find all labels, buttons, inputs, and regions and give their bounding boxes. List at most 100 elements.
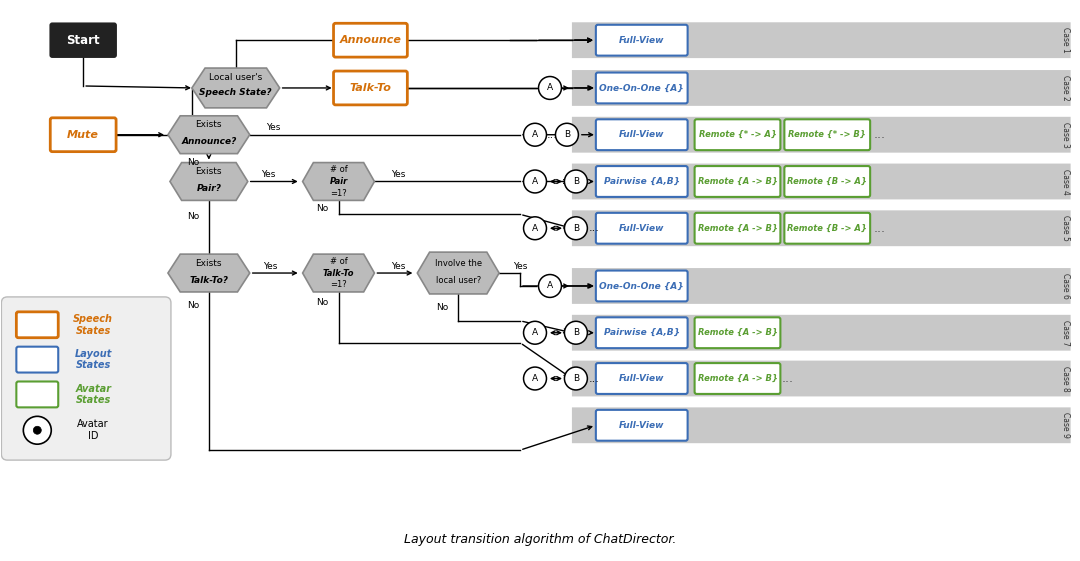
Text: Layout transition algorithm of ChatDirector.: Layout transition algorithm of ChatDirec… <box>404 533 676 546</box>
Text: ...: ... <box>589 223 599 233</box>
Text: Remote {* -> B}: Remote {* -> B} <box>788 130 866 139</box>
FancyBboxPatch shape <box>16 347 58 373</box>
Text: Remote {A -> B}: Remote {A -> B} <box>698 224 778 233</box>
Circle shape <box>565 321 588 344</box>
Text: Case 9: Case 9 <box>1062 412 1070 438</box>
Text: Case 8: Case 8 <box>1062 366 1070 392</box>
FancyBboxPatch shape <box>694 363 781 394</box>
FancyBboxPatch shape <box>572 70 1070 106</box>
Text: Local user's: Local user's <box>210 72 262 81</box>
Polygon shape <box>417 252 499 294</box>
FancyBboxPatch shape <box>572 117 1070 153</box>
Text: Case 7: Case 7 <box>1062 320 1070 346</box>
FancyBboxPatch shape <box>596 166 688 197</box>
Polygon shape <box>302 254 375 292</box>
Text: No: No <box>187 212 199 221</box>
Text: Yes: Yes <box>267 123 281 132</box>
FancyBboxPatch shape <box>694 213 781 243</box>
Circle shape <box>24 416 51 444</box>
FancyBboxPatch shape <box>51 118 116 151</box>
Text: A: A <box>532 130 538 139</box>
FancyBboxPatch shape <box>334 23 407 57</box>
Text: Announce?: Announce? <box>181 137 237 146</box>
FancyBboxPatch shape <box>51 23 116 57</box>
Polygon shape <box>192 68 280 108</box>
Circle shape <box>565 170 588 193</box>
FancyBboxPatch shape <box>572 22 1070 58</box>
Text: No: No <box>187 301 199 310</box>
Text: Pairwise {A,B}: Pairwise {A,B} <box>604 177 679 186</box>
FancyBboxPatch shape <box>16 312 58 338</box>
FancyBboxPatch shape <box>596 270 688 301</box>
Text: One-On-One {A}: One-On-One {A} <box>599 282 684 291</box>
FancyBboxPatch shape <box>784 213 870 243</box>
Text: Talk-To: Talk-To <box>350 83 391 93</box>
FancyBboxPatch shape <box>572 407 1070 443</box>
FancyBboxPatch shape <box>572 210 1070 246</box>
FancyBboxPatch shape <box>596 72 688 103</box>
Text: B: B <box>572 177 579 186</box>
Circle shape <box>539 274 562 297</box>
Text: Yes: Yes <box>391 170 406 179</box>
FancyBboxPatch shape <box>16 381 58 407</box>
Text: Layout
States: Layout States <box>75 349 112 370</box>
FancyBboxPatch shape <box>572 268 1070 304</box>
Circle shape <box>524 170 546 193</box>
Text: Mute: Mute <box>67 130 99 140</box>
Text: Yes: Yes <box>264 261 278 270</box>
Text: Full-View: Full-View <box>619 374 664 383</box>
Text: Speech State?: Speech State? <box>200 89 272 98</box>
FancyBboxPatch shape <box>596 410 688 441</box>
Text: Avatar
ID: Avatar ID <box>78 420 109 441</box>
Text: Remote {* -> A}: Remote {* -> A} <box>699 130 777 139</box>
Text: B: B <box>572 224 579 233</box>
Text: B: B <box>564 130 570 139</box>
Text: Yes: Yes <box>513 261 527 270</box>
Text: Pairwise {A,B}: Pairwise {A,B} <box>604 328 679 337</box>
Text: A: A <box>532 328 538 337</box>
Text: A: A <box>532 374 538 383</box>
Text: No: No <box>187 158 199 167</box>
Circle shape <box>33 426 41 434</box>
FancyBboxPatch shape <box>784 119 870 150</box>
FancyBboxPatch shape <box>596 213 688 243</box>
Polygon shape <box>168 116 249 154</box>
Text: Yes: Yes <box>391 261 406 270</box>
Circle shape <box>524 217 546 240</box>
Text: Case 6: Case 6 <box>1062 273 1070 299</box>
Polygon shape <box>168 254 249 292</box>
Text: Case 3: Case 3 <box>1062 122 1070 148</box>
Text: Avatar
States: Avatar States <box>76 384 111 405</box>
Text: Exists: Exists <box>195 167 222 176</box>
FancyBboxPatch shape <box>784 166 870 197</box>
Text: =1?: =1? <box>330 189 347 198</box>
Text: Talk-To?: Talk-To? <box>189 275 228 284</box>
Text: Pair: Pair <box>329 177 348 186</box>
Circle shape <box>565 367 588 390</box>
Text: Case 4: Case 4 <box>1062 168 1070 195</box>
Text: Remote {B -> A}: Remote {B -> A} <box>787 224 867 233</box>
Text: A: A <box>546 282 553 291</box>
Text: One-On-One {A}: One-On-One {A} <box>599 84 684 93</box>
Text: ...: ... <box>546 130 557 140</box>
Text: Full-View: Full-View <box>619 224 664 233</box>
Text: Talk-To: Talk-To <box>323 269 354 278</box>
Polygon shape <box>302 163 375 200</box>
Text: A: A <box>532 224 538 233</box>
FancyBboxPatch shape <box>596 363 688 394</box>
Text: B: B <box>572 374 579 383</box>
Text: Case 5: Case 5 <box>1062 215 1070 241</box>
Text: Pair?: Pair? <box>197 184 221 193</box>
FancyBboxPatch shape <box>596 119 688 150</box>
Text: Exists: Exists <box>195 259 222 268</box>
Circle shape <box>555 123 579 146</box>
Circle shape <box>524 123 546 146</box>
Text: ...: ... <box>589 374 599 384</box>
Text: Remote {A -> B}: Remote {A -> B} <box>698 328 778 337</box>
Text: No: No <box>436 304 448 312</box>
Text: =1?: =1? <box>330 280 347 289</box>
Text: Involve the: Involve the <box>434 259 482 268</box>
Text: A: A <box>546 84 553 93</box>
Text: No: No <box>316 204 328 213</box>
Text: Exists: Exists <box>195 120 222 129</box>
